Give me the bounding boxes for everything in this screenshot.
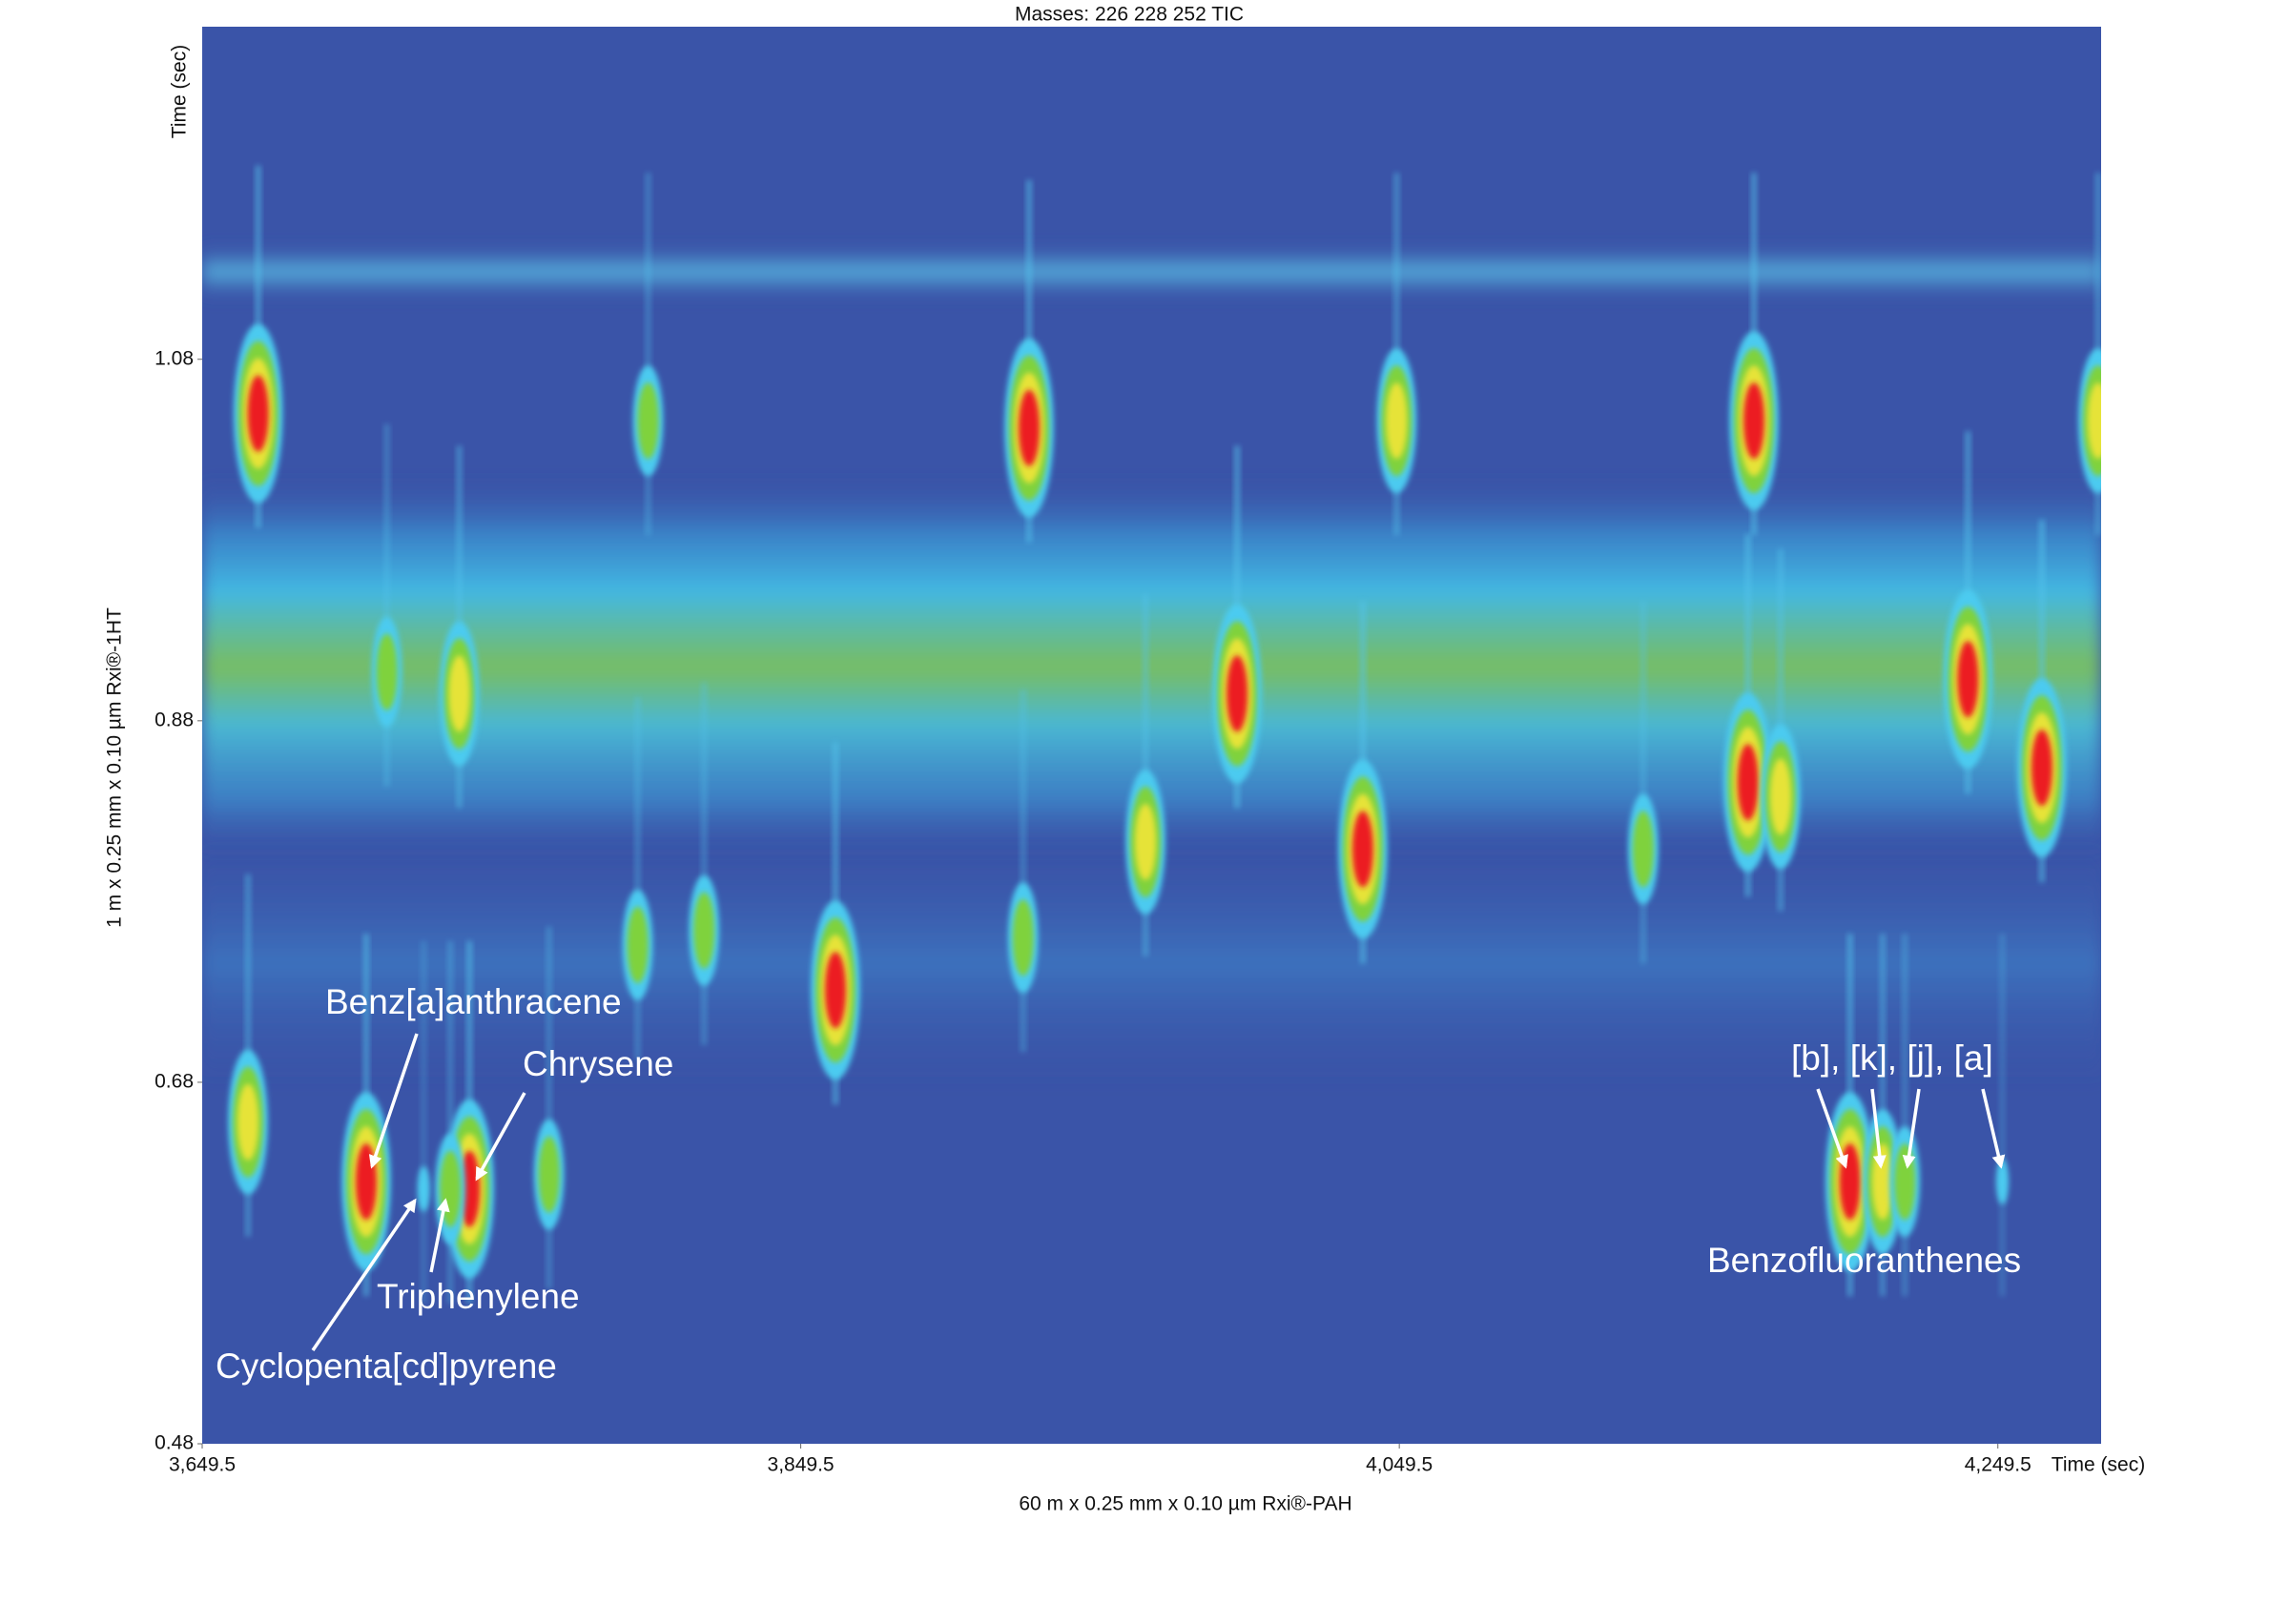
chart-title: Masses: 226 228 252 TIC	[1015, 4, 1244, 26]
x-axis-label: 60 m x 0.25 mm x 0.10 µm Rxi®-PAH	[1019, 1493, 1351, 1515]
peak-contour	[2087, 382, 2101, 460]
y-tick-label: 0.48	[155, 1432, 194, 1454]
peak	[1729, 173, 1779, 536]
peak	[417, 940, 430, 1304]
peak-contour	[355, 1143, 377, 1221]
annotation: Chrysene	[523, 1044, 673, 1083]
peak	[1761, 548, 1801, 912]
y-axis-label: 1 m x 0.25 mm x 0.10 µm Rxi®-1HT	[104, 607, 126, 928]
peak-contour	[1737, 744, 1759, 821]
peak	[439, 445, 480, 809]
peak-contour	[538, 1136, 560, 1213]
annotation: Triphenylene	[377, 1277, 580, 1316]
peak	[1863, 934, 1903, 1297]
peak-contour	[1894, 1143, 1916, 1221]
x-tick-label: 4,249.5	[1965, 1454, 2031, 1476]
peak	[1007, 689, 1039, 1053]
peak-contour	[376, 633, 398, 710]
peak	[1722, 534, 1773, 897]
peak-contour	[2031, 730, 2052, 807]
peak-streak	[634, 696, 641, 1059]
peak-contour	[247, 375, 269, 452]
annotation: Benzofluoranthenes	[1707, 1241, 2021, 1280]
arrow	[1816, 1088, 1848, 1169]
peak-contour	[1386, 382, 1408, 460]
peak-streak	[447, 940, 454, 1304]
peak-contour	[1351, 811, 1373, 888]
x-tick-label: 3,849.5	[768, 1454, 835, 1476]
peak-contour	[693, 892, 715, 969]
peak	[1004, 179, 1054, 543]
peak	[622, 696, 653, 1059]
background-band	[202, 243, 2101, 300]
peak	[1212, 445, 1262, 809]
annotation: Cyclopenta[cd]pyrene	[216, 1346, 557, 1386]
peak	[1943, 431, 1993, 794]
peak-contour	[1769, 758, 1791, 835]
peak-streak	[1020, 689, 1026, 1053]
peaks	[228, 165, 2101, 1304]
peak-contour	[824, 952, 846, 1029]
peak-contour	[1632, 811, 1654, 888]
y-tick-label: 0.68	[155, 1070, 194, 1092]
annotations: Benz[a]anthracene Chrysene Triphenylene …	[216, 982, 2021, 1386]
peak-contour	[417, 1165, 430, 1212]
peak	[1125, 593, 1165, 956]
peak	[2017, 520, 2067, 883]
peak-contour	[1019, 389, 1041, 466]
annotation: Benz[a]anthracene	[325, 982, 622, 1021]
peak	[2077, 173, 2101, 536]
arrow	[475, 1092, 526, 1182]
arrow	[368, 1033, 419, 1169]
peak	[1995, 934, 2010, 1297]
plot-area	[202, 27, 2101, 1444]
peak-contour	[1012, 899, 1034, 976]
arrow	[429, 1198, 450, 1273]
y-tick-label: 0.88	[155, 709, 194, 730]
y-tick-label: 1.08	[155, 347, 194, 369]
arrow	[1870, 1088, 1887, 1169]
peak-streak	[1639, 601, 1646, 964]
peak	[689, 682, 720, 1045]
peak-streak	[1902, 934, 1908, 1297]
peak-contour	[1995, 1159, 2010, 1205]
arrow	[1902, 1088, 1921, 1169]
peak-contour	[1957, 641, 1979, 718]
peak-contour	[448, 655, 470, 732]
arrow	[1981, 1088, 2006, 1169]
x-tick-label: 4,049.5	[1366, 1454, 1433, 1476]
peak	[533, 926, 565, 1289]
x-tick-label: 3,649.5	[169, 1454, 236, 1476]
peak	[228, 874, 268, 1237]
peak	[1338, 601, 1388, 964]
peak	[1376, 173, 1417, 536]
y-unit-label: Time (sec)	[169, 45, 191, 138]
x-unit-label: Time (sec)	[2052, 1454, 2145, 1476]
peak	[371, 423, 402, 787]
peak-streak	[421, 940, 427, 1304]
annotation: [b], [k], [j], [a]	[1791, 1038, 1993, 1078]
arrow	[311, 1198, 417, 1351]
peak	[233, 165, 283, 528]
peak	[811, 742, 860, 1105]
peak-streak	[383, 423, 390, 787]
peak-contour	[627, 906, 649, 983]
peak-streak	[701, 682, 708, 1045]
peak-contour	[237, 1083, 259, 1161]
peak	[632, 173, 664, 536]
peak-contour	[1743, 382, 1765, 460]
peak-contour	[1135, 803, 1157, 880]
peak-streak	[645, 173, 651, 536]
peak-contour	[637, 382, 659, 460]
peak-streak	[546, 926, 552, 1289]
peak	[1627, 601, 1659, 964]
peak-contour	[1227, 655, 1248, 732]
peak-streak	[1999, 934, 2006, 1297]
